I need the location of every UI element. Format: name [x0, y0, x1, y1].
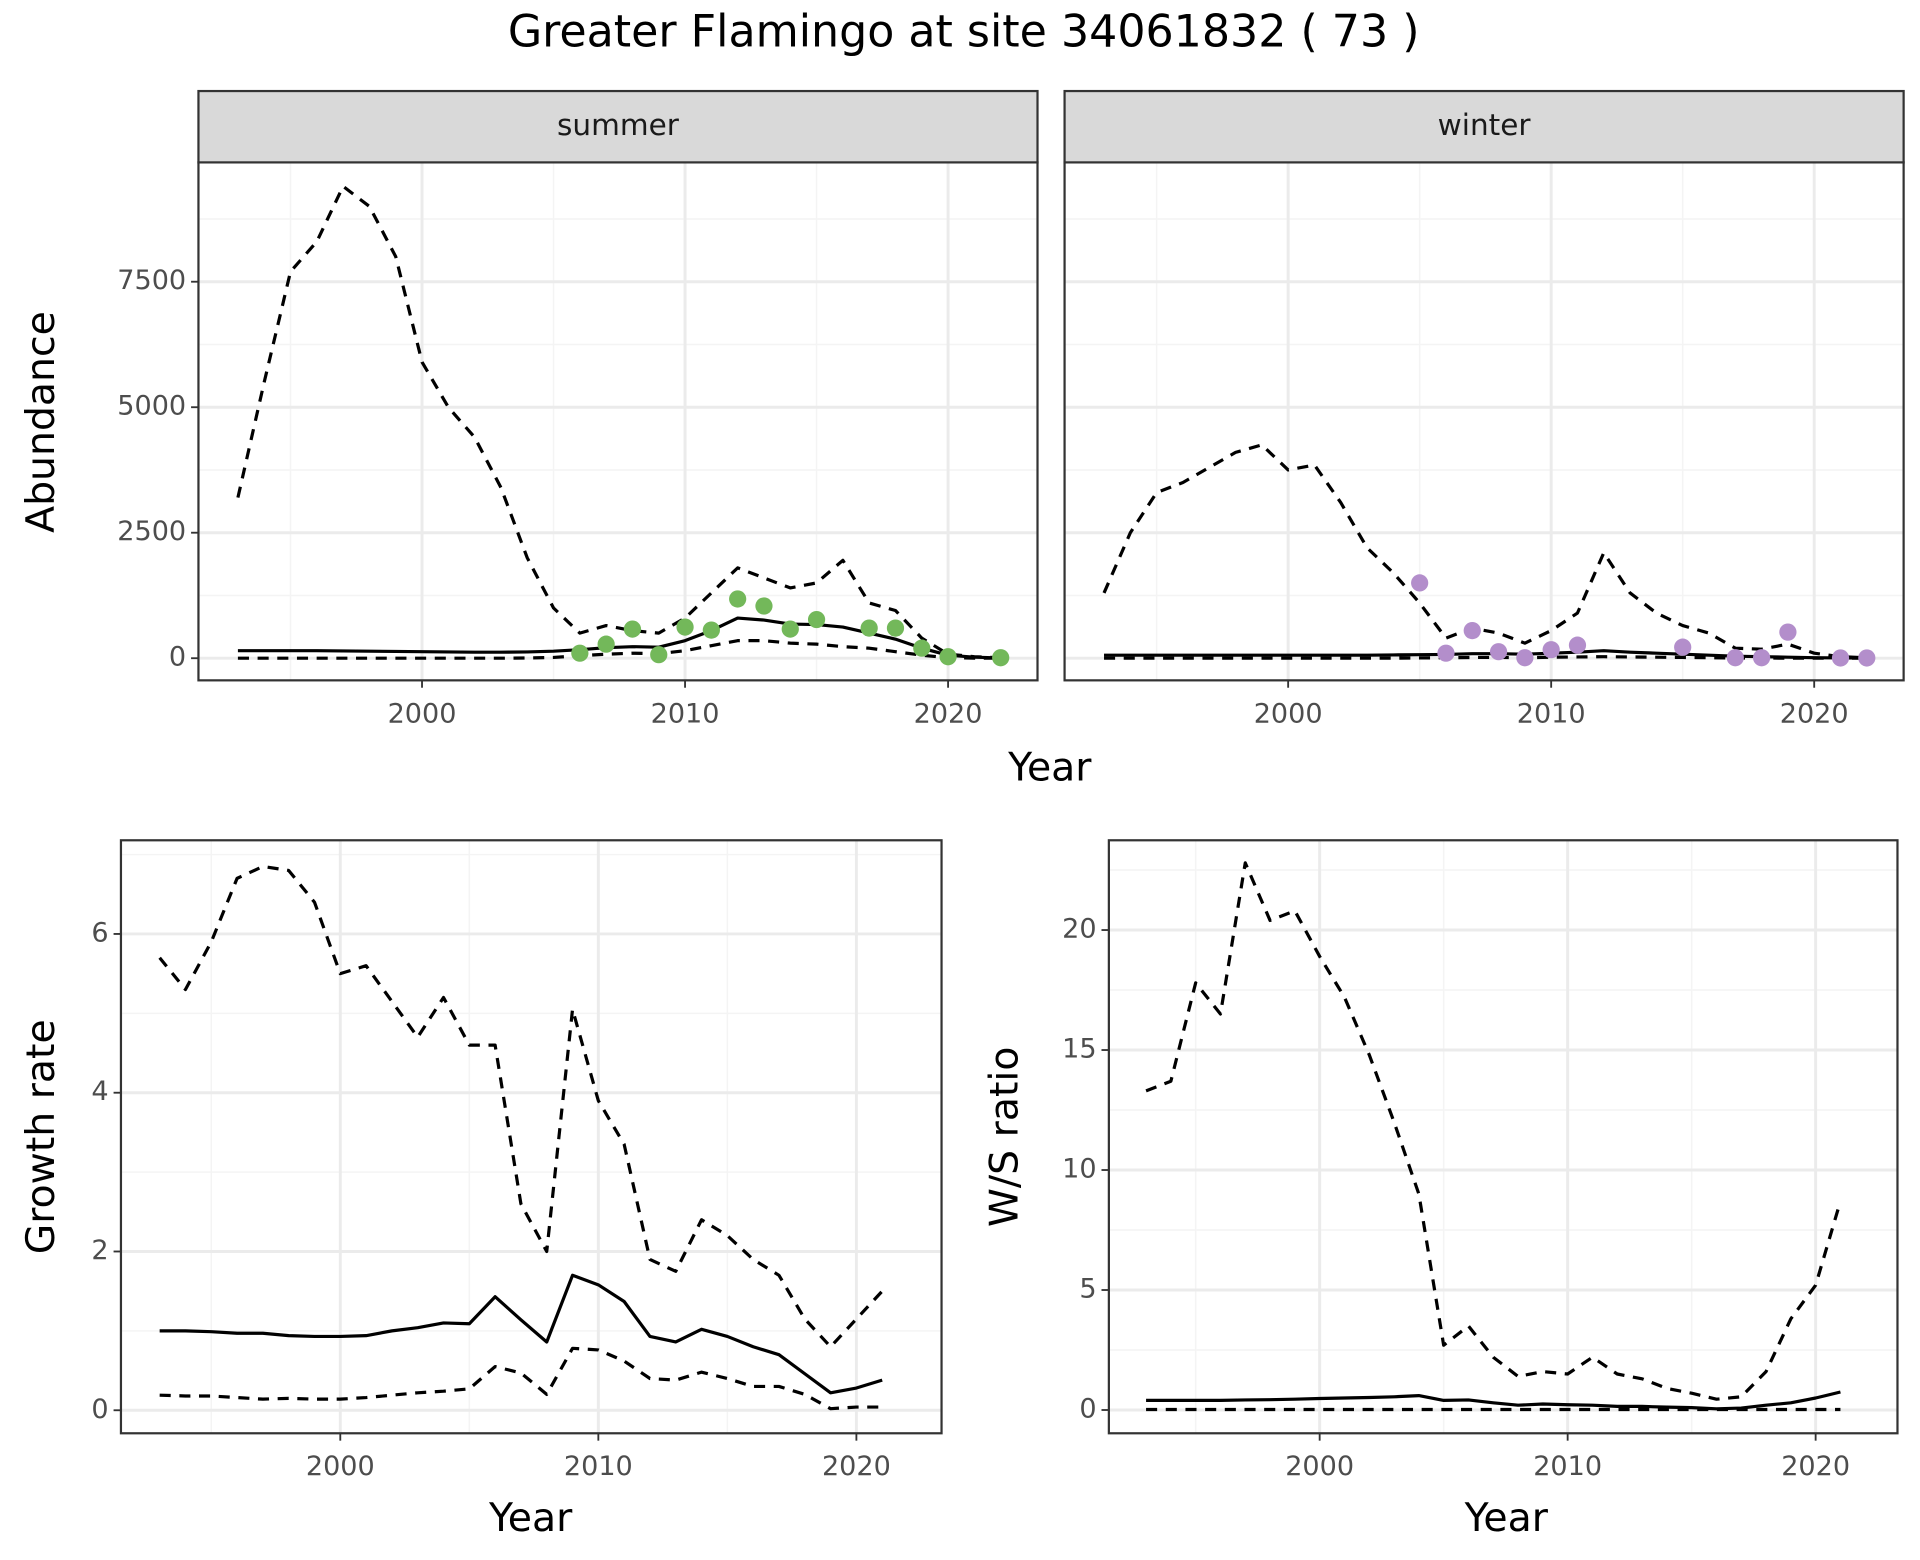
data-point — [1437, 644, 1455, 662]
y-tick-label: 0 — [169, 642, 186, 673]
figure-title: Greater Flamingo at site 34061832 ( 73 ) — [508, 6, 1420, 57]
facet-strip — [197, 89, 1039, 164]
facet-strip — [1063, 89, 1905, 164]
panel-background — [120, 840, 942, 1434]
x-tick-label: 2020 — [914, 698, 983, 729]
y-tick-label: 0 — [91, 1394, 108, 1425]
series-line — [158, 864, 884, 1349]
y-axis-title: W/S ratio — [981, 1047, 1027, 1227]
y-tick-label: 2500 — [117, 516, 186, 547]
data-point — [676, 618, 694, 636]
y-tick-label: 7500 — [117, 265, 186, 296]
data-point — [1516, 649, 1534, 667]
y-tick-label: 4 — [91, 1076, 108, 1107]
y-axis-title: Abundance — [18, 311, 64, 533]
data-point — [1489, 643, 1508, 661]
data-point — [886, 619, 905, 637]
data-point — [650, 646, 668, 664]
y-tick-label: 15 — [1062, 1034, 1096, 1065]
series-line — [159, 1346, 883, 1411]
x-tick-label: 2000 — [1285, 1451, 1354, 1482]
x-tick-label: 2010 — [651, 698, 720, 729]
x-tick-label: 2010 — [1533, 1451, 1602, 1482]
panel-border — [119, 839, 943, 1435]
data-point — [992, 649, 1010, 667]
data-point — [1674, 638, 1692, 656]
x-tick-label: 2020 — [822, 1451, 891, 1482]
data-point — [1779, 623, 1797, 641]
y-tick-label: 5 — [1079, 1274, 1096, 1305]
data-point — [1752, 649, 1771, 667]
data-point — [702, 621, 720, 639]
data-point — [939, 648, 957, 666]
y-tick-label: 10 — [1062, 1154, 1096, 1185]
facet-label: winter — [1438, 108, 1532, 142]
data-point — [755, 597, 773, 615]
series-line — [1102, 443, 1867, 660]
y-tick-label: 2 — [91, 1235, 108, 1266]
panel-background — [198, 162, 1038, 681]
y-tick-label: 5000 — [117, 391, 186, 422]
x-tick-label: 2000 — [306, 1451, 375, 1482]
series-line — [159, 1273, 883, 1395]
x-tick-label: 2000 — [388, 698, 457, 729]
data-point — [1831, 649, 1850, 667]
y-axis-title: Growth rate — [18, 1019, 64, 1254]
y-tick-label: 6 — [91, 917, 108, 948]
facet-label: summer — [557, 108, 680, 142]
data-point — [913, 639, 931, 657]
data-point — [781, 620, 799, 638]
x-axis-title: Year — [488, 1495, 573, 1541]
panel-background — [1064, 162, 1904, 681]
x-axis-title: Year — [1464, 1495, 1549, 1541]
x-tick-label: 2020 — [1780, 698, 1849, 729]
data-point — [807, 610, 826, 629]
data-point — [571, 644, 589, 662]
series-line — [236, 184, 1001, 660]
y-tick-label: 20 — [1062, 914, 1096, 945]
data-point — [1411, 574, 1429, 592]
data-point — [1568, 636, 1587, 654]
data-point — [1542, 641, 1560, 659]
data-point — [1726, 649, 1744, 667]
x-tick-label: 2000 — [1254, 698, 1323, 729]
series-line — [1145, 861, 1842, 1401]
data-point — [597, 635, 615, 653]
y-tick-label: 0 — [1079, 1394, 1096, 1425]
x-tick-label: 2020 — [1781, 1451, 1850, 1482]
data-point — [860, 619, 878, 637]
x-axis-title: Year — [1007, 745, 1092, 791]
panel-border — [1107, 839, 1899, 1435]
data-point — [729, 590, 747, 608]
panel-background — [1108, 840, 1898, 1434]
x-tick-label: 2010 — [1517, 698, 1586, 729]
x-tick-label: 2010 — [564, 1451, 633, 1482]
data-point — [1858, 649, 1876, 667]
series-line — [237, 639, 1001, 660]
data-point — [1463, 621, 1481, 640]
data-point — [623, 620, 642, 638]
